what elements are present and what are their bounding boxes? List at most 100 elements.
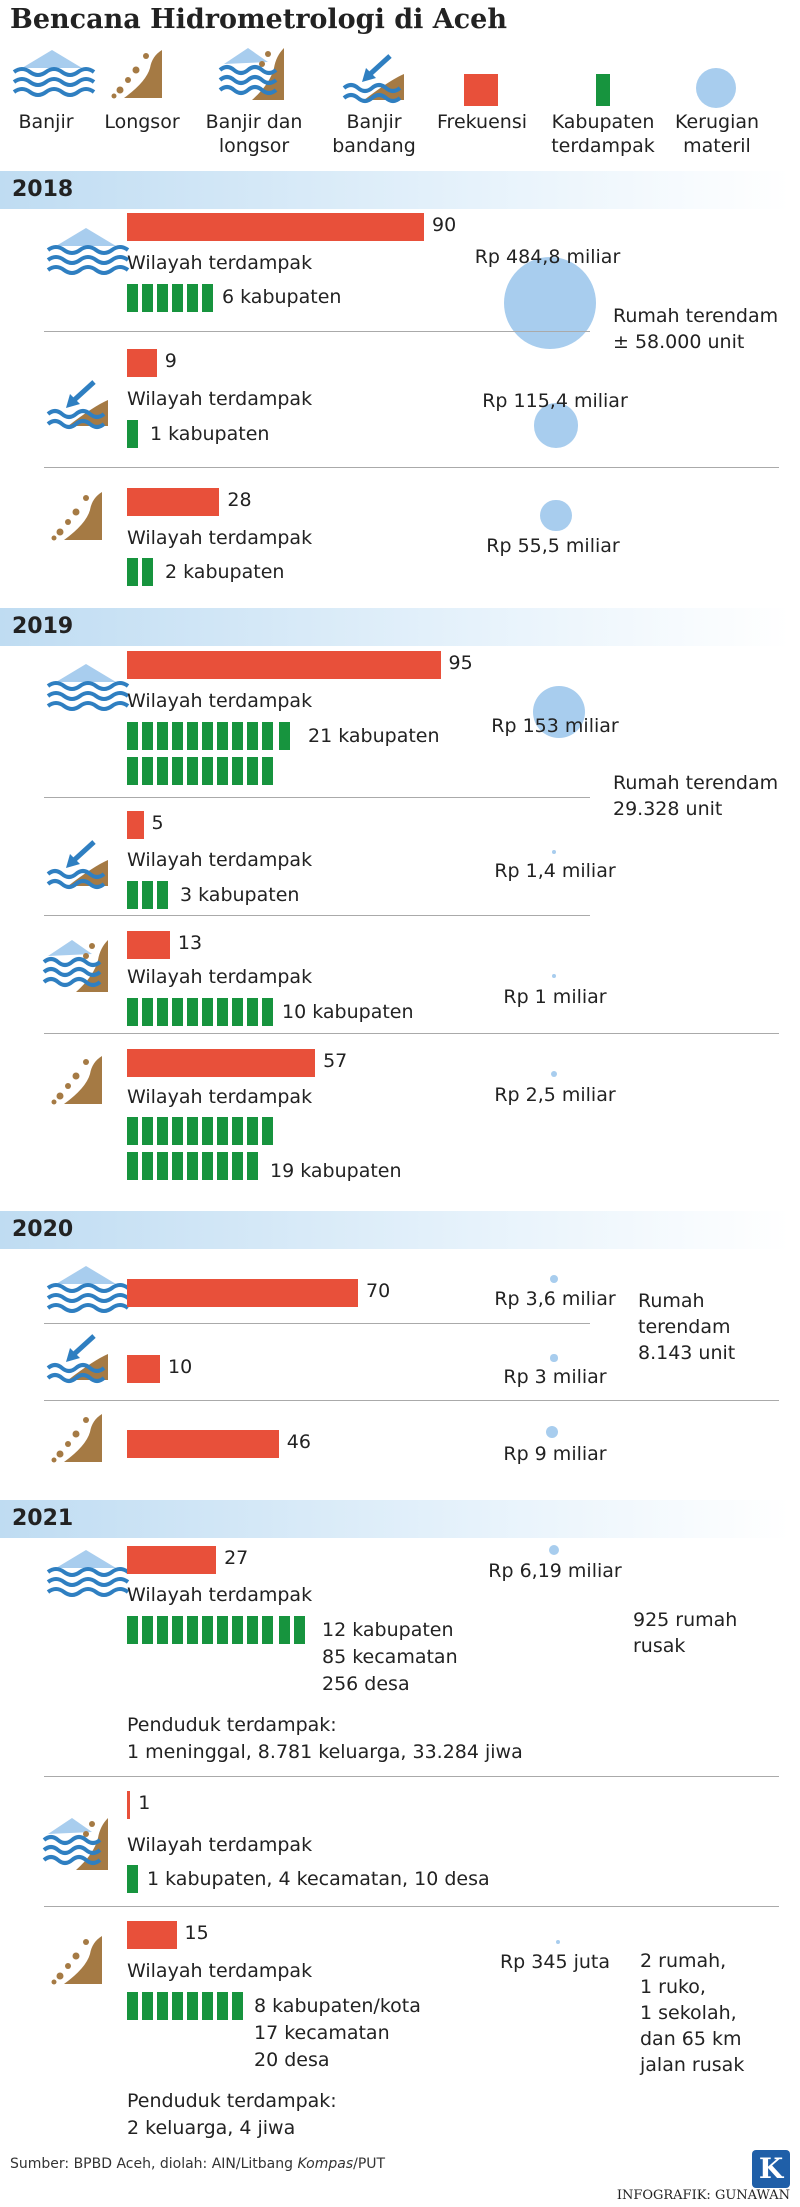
note-line: dan 65 km <box>640 2028 742 2050</box>
kabupaten-square <box>157 1992 168 2020</box>
kabupaten-square <box>202 757 213 785</box>
kabupaten-square <box>202 1992 213 2020</box>
wilayah-label: Wilayah terdampak <box>127 1834 313 1856</box>
note-line: Rumah <box>638 1290 705 1312</box>
legend-frekuensi-swatch <box>464 74 498 106</box>
penduduk-value: 1 meninggal, 8.781 keluarga, 33.284 jiwa <box>127 1741 523 1763</box>
kabupaten-value: 21 kabupaten <box>308 725 440 747</box>
kabupaten-square <box>247 722 258 750</box>
kabupaten-square <box>187 284 198 312</box>
kabupaten-square <box>127 1992 138 2020</box>
kompas-logo: K <box>752 2150 790 2188</box>
kabupaten-square <box>262 722 273 750</box>
note-2021b: 2 rumah, 1 ruko, 1 sekolah, dan 65 km ja… <box>640 1948 744 2078</box>
note-line: 29.328 unit <box>613 798 723 820</box>
kabupaten-square <box>187 1992 198 2020</box>
loss-circle <box>551 973 557 979</box>
kabupaten-square <box>247 998 258 1026</box>
frequency-value: 9 <box>164 350 177 372</box>
frequency-value: 90 <box>432 214 457 236</box>
frequency-value: 46 <box>286 1431 311 1453</box>
penduduk-label: Penduduk terdampak: <box>127 1714 337 1736</box>
kabupaten-square <box>157 757 168 785</box>
separator <box>44 467 779 468</box>
frequency-value: 15 <box>184 1922 209 1944</box>
kabupaten-square <box>247 1117 258 1145</box>
wilayah-label: Wilayah terdampak <box>127 1584 313 1606</box>
kabupaten-value: 3 kabupaten <box>180 884 300 906</box>
loss-circle <box>533 403 579 448</box>
wilayah-label: Wilayah terdampak <box>127 966 313 988</box>
credit: INFOGRAFIK: GUNAWAN <box>616 2188 790 2203</box>
legend-kabupaten-swatch <box>596 74 610 106</box>
kabupaten-square <box>202 998 213 1026</box>
kabupaten-square <box>157 881 168 909</box>
kabupaten-square <box>279 1616 290 1644</box>
note-line: terendam <box>638 1316 731 1338</box>
kabupaten-square <box>202 284 213 312</box>
kabupaten-square <box>142 1616 153 1644</box>
kabupaten-square <box>127 284 138 312</box>
kabupaten-value: 1 kabupaten <box>150 423 270 445</box>
kabupaten-square <box>142 1117 153 1145</box>
kabupaten-square <box>217 1152 228 1180</box>
kabupaten-square <box>172 998 183 1026</box>
kabupaten-square <box>232 757 243 785</box>
kabupaten-square <box>172 1616 183 1644</box>
kabupaten-square <box>157 1117 168 1145</box>
flash-flood-icon <box>46 1330 112 1386</box>
kabupaten-square <box>142 558 153 586</box>
year-label-2020: 2020 <box>12 1217 74 1242</box>
separator <box>44 1400 779 1401</box>
kabupaten-square <box>127 757 138 785</box>
kabupaten-square <box>142 1152 153 1180</box>
kabupaten-square <box>157 1152 168 1180</box>
separator <box>44 1033 779 1034</box>
kabupaten-square <box>157 998 168 1026</box>
kabupaten-square <box>247 1152 258 1180</box>
year-label-2019: 2019 <box>12 614 74 639</box>
kabupaten-square <box>187 1616 198 1644</box>
landslide-icon <box>51 1414 102 1463</box>
frequency-bar <box>127 213 424 241</box>
kabupaten-square <box>172 1992 183 2020</box>
frequency-value: 5 <box>151 812 164 834</box>
legend-kabupaten-label: Kabupaten terdampak <box>551 111 655 157</box>
kabupaten-square <box>127 1616 138 1644</box>
year-bar-2019 <box>0 608 790 646</box>
note-2020: Rumah terendam 8.143 unit <box>638 1288 735 1366</box>
frequency-bar <box>127 1921 177 1949</box>
kabupaten-square <box>172 284 183 312</box>
kabupaten-square <box>172 1152 183 1180</box>
kabupaten-square <box>127 1152 138 1180</box>
kabupaten-square <box>262 998 273 1026</box>
kabupaten-square <box>187 722 198 750</box>
loss-value: Rp 6,19 miliar <box>488 1560 622 1582</box>
desa-value: 256 desa <box>322 1673 410 1695</box>
loss-value: Rp 3,6 miliar <box>494 1288 616 1310</box>
kabupaten-square <box>157 284 168 312</box>
loss-value: Rp 484,8 miliar <box>474 246 621 268</box>
kabupaten-square <box>232 722 243 750</box>
loss-value: Rp 1 miliar <box>503 986 607 1008</box>
legend-bandang-label: Banjir bandang <box>332 111 416 157</box>
flood-landslide-icon <box>218 46 286 102</box>
legend-longsor-label: Longsor <box>104 111 180 133</box>
kabupaten-square <box>262 1117 273 1145</box>
flood-icon <box>46 1548 130 1597</box>
flash-flood-icon <box>46 836 112 892</box>
loss-circle <box>550 1275 558 1283</box>
loss-value: Rp 3 miliar <box>503 1366 607 1388</box>
flash-flood-icon <box>46 376 112 432</box>
legend-banjir-label: Banjir <box>18 111 74 133</box>
frequency-bar <box>127 651 441 679</box>
kabupaten-square <box>172 757 183 785</box>
loss-circle <box>548 1544 560 1556</box>
loss-value: Rp 345 juta <box>499 1951 611 1973</box>
kabupaten-square <box>217 1616 228 1644</box>
legend-kerugian-swatch <box>696 68 736 108</box>
wilayah-label: Wilayah terdampak <box>127 690 313 712</box>
legend-banjir-longsor-label: Banjir dan longsor <box>205 111 303 157</box>
kabupaten-value: 10 kabupaten <box>282 1001 414 1023</box>
kabupaten-square <box>217 1992 228 2020</box>
